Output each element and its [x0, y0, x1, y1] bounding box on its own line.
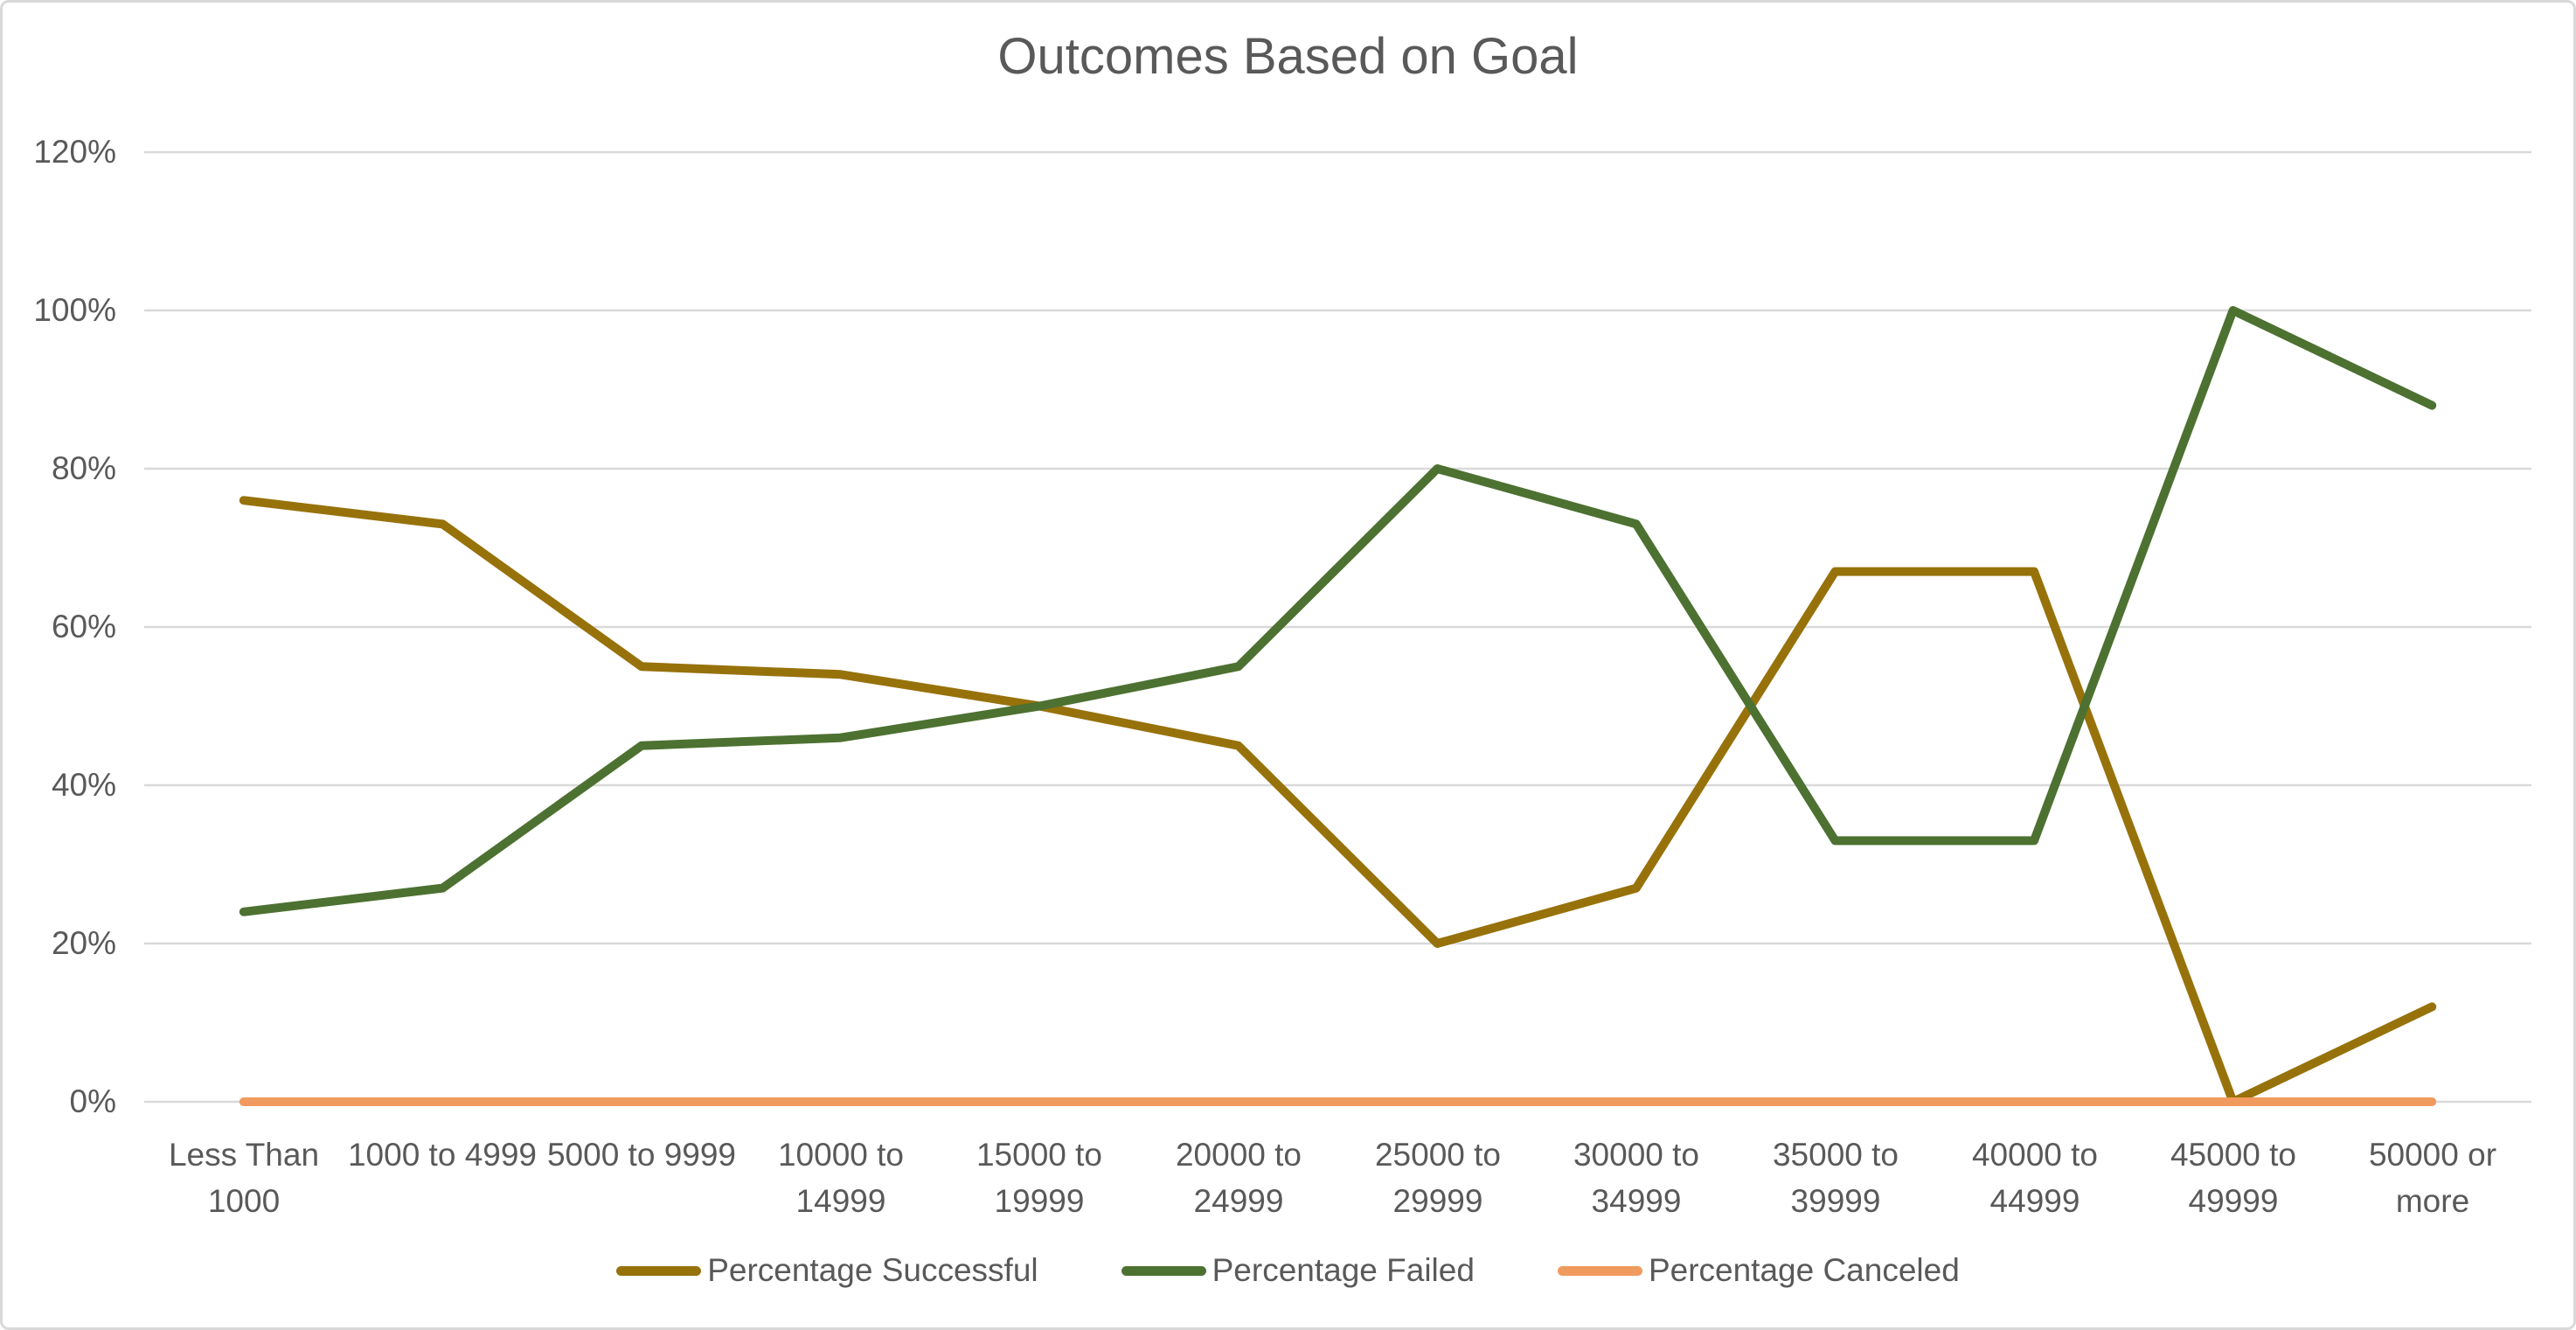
- legend-swatch-successful: [616, 1265, 702, 1276]
- legend-label: Percentage Successful: [707, 1252, 1038, 1288]
- x-axis-category-label: 20000 to 24999: [1175, 1137, 1302, 1219]
- x-axis-category-label: 35000 to 39999: [1772, 1137, 1899, 1219]
- y-axis-tick-label: 60%: [51, 609, 116, 644]
- x-axis-category-label: 5000 to 9999: [546, 1137, 737, 1173]
- legend-item-canceled: Percentage Canceled: [1557, 1251, 1960, 1290]
- y-axis-tick-label: 80%: [51, 450, 116, 486]
- y-axis-tick-label: 0%: [69, 1083, 116, 1119]
- legend-item-successful: Percentage Successful: [616, 1251, 1038, 1290]
- x-axis-category-label: 1000 to 4999: [347, 1137, 538, 1173]
- legend-swatch-failed: [1121, 1265, 1206, 1276]
- y-axis-tick-label: 40%: [51, 767, 116, 803]
- series-line-percentage-failed: [239, 306, 2437, 916]
- legend-label: Percentage Failed: [1212, 1252, 1475, 1288]
- x-axis-category-label: 15000 to 19999: [976, 1137, 1103, 1219]
- legend: Percentage Successful Percentage Failed …: [3, 1251, 2573, 1290]
- plot-area: [144, 150, 2531, 1106]
- legend-swatch-canceled: [1557, 1265, 1642, 1276]
- x-axis-category-label: 30000 to 34999: [1573, 1137, 1700, 1219]
- y-axis-tick-label: 120%: [33, 134, 116, 170]
- y-axis-tick-label: 100%: [33, 292, 116, 328]
- x-axis-category-label: Less Than 1000: [168, 1137, 320, 1219]
- legend-label: Percentage Canceled: [1648, 1252, 1960, 1288]
- x-axis-category-label: 10000 to 14999: [777, 1137, 905, 1219]
- chart-title: Outcomes Based on Goal: [997, 28, 1579, 85]
- legend-item-failed: Percentage Failed: [1121, 1251, 1475, 1290]
- y-axis-tick-label: 20%: [51, 925, 116, 961]
- x-axis-category-label: 25000 to 29999: [1374, 1137, 1502, 1219]
- series-line-percentage-successful: [239, 496, 2437, 1106]
- x-axis-category-label: 40000 to 44999: [1971, 1137, 2099, 1219]
- x-axis-category-label: 45000 to 49999: [2170, 1137, 2297, 1219]
- x-axis-category-label: 50000 or more: [2368, 1137, 2497, 1219]
